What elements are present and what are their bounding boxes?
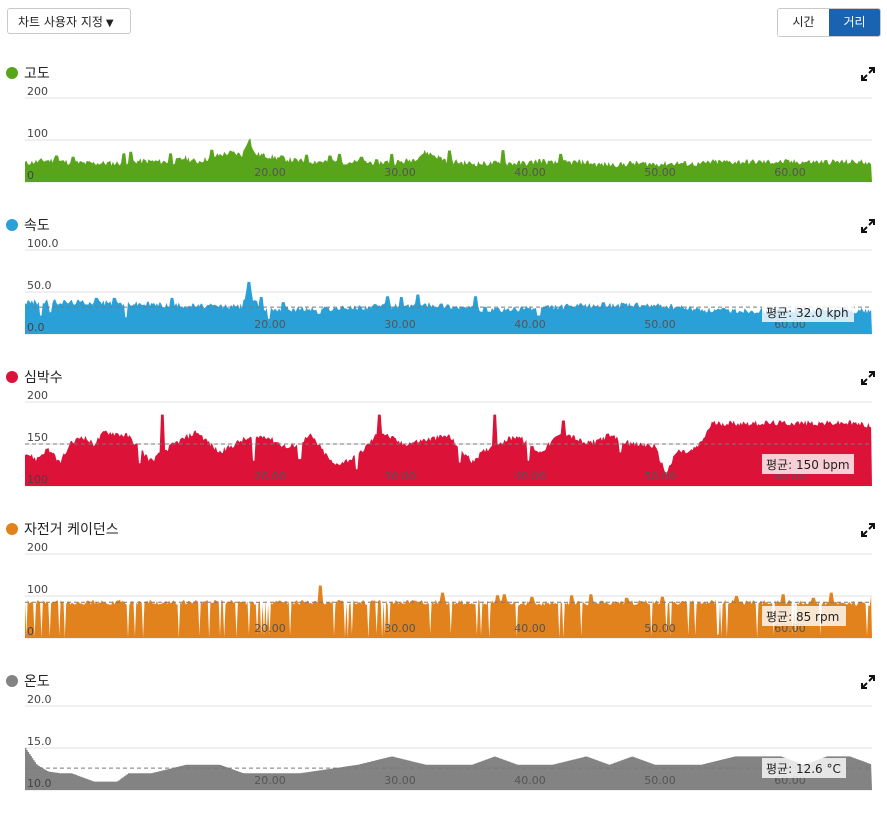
y-tick-label: 10.0 — [27, 777, 52, 790]
heartrate-area-series — [25, 414, 872, 486]
average-value: 평균: 150 bpm — [766, 458, 850, 472]
caret-down-icon: ▼ — [105, 18, 114, 29]
x-tick-label: 20.00 — [254, 774, 286, 787]
legend-dot-icon — [6, 371, 18, 383]
chart-title: 고도 — [6, 62, 50, 84]
x-tick-label: 20.00 — [254, 318, 286, 331]
y-tick-label: 100 — [27, 473, 48, 486]
average-label: 평균: 85 rpm — [762, 606, 846, 626]
y-tick-label: 100.0 — [27, 237, 59, 250]
chart-toolbar: 차트 사용자 지정 ▼ 시간 거리 — [0, 0, 887, 44]
x-tick-label: 50.00 — [644, 774, 676, 787]
x-tick-label: 60.00 — [774, 166, 806, 179]
x-tick-label: 40.00 — [514, 622, 546, 635]
chart-title-label: 속도 — [24, 218, 50, 234]
temperature-area-series — [25, 748, 872, 790]
y-tick-label: 0 — [27, 625, 34, 638]
x-tick-label: 50.00 — [644, 166, 676, 179]
expand-icon[interactable] — [861, 66, 875, 81]
average-value: 평균: 85 rpm — [766, 610, 839, 624]
y-tick-label: 100 — [27, 583, 48, 596]
x-tick-label: 50.00 — [644, 470, 676, 483]
customize-chart-label: 차트 사용자 지정 — [18, 15, 103, 29]
legend-dot-icon — [6, 523, 18, 535]
chart-title: 속도 — [6, 214, 50, 236]
speed-area-series — [25, 281, 872, 334]
elevation-area-series — [25, 138, 872, 182]
chart-panel-speed: 100.0 50.0 0.0 20.00 30.00 40.00 50.00 60.00 평균:… — [0, 214, 887, 366]
x-tick-label: 30.00 — [384, 622, 416, 635]
speed-chart[interactable]: 100.050.00.0 20.00 30.00 40.00 50.00 60.00평균:… — [0, 214, 887, 366]
expand-icon[interactable] — [861, 218, 875, 233]
chart-panel-temperature: 20.0 15.0 10.0 20.00 30.00 40.00 50.00 60.00 평균:… — [0, 670, 887, 822]
chart-title: 온도 — [6, 670, 50, 692]
chart-title-label: 자전거 케이던스 — [24, 522, 119, 538]
chart-title-label: 심박수 — [24, 370, 63, 386]
chart-panel-heartrate: 200 150 100 20.00 30.00 40.00 50.00 60.00 평균: 15… — [0, 366, 887, 518]
x-axis-toggle: 시간 거리 — [777, 8, 881, 37]
x-tick-label: 20.00 — [254, 470, 286, 483]
legend-dot-icon — [6, 219, 18, 231]
legend-dot-icon — [6, 675, 18, 687]
toggle-distance-button[interactable]: 거리 — [829, 9, 880, 36]
legend-dot-icon — [6, 67, 18, 79]
y-tick-label: 20.0 — [27, 693, 52, 706]
average-label: 평균: 12.6 °C — [762, 758, 846, 778]
chart-title: 심박수 — [6, 366, 63, 388]
elevation-chart[interactable]: 200 100 0 20.00 30.00 40.00 50.00 60.00 — [0, 62, 887, 214]
average-value: 평균: 32.0 kph — [766, 306, 849, 320]
expand-icon[interactable] — [861, 674, 875, 689]
chart-title: 자전거 케이던스 — [6, 518, 119, 540]
x-tick-label: 50.00 — [644, 622, 676, 635]
chart-panel-cadence: 200 100 0 20.00 30.00 40.00 50.00 60.00 평균: 85 r… — [0, 518, 887, 670]
chart-title-label: 온도 — [24, 674, 50, 690]
expand-icon[interactable] — [861, 522, 875, 537]
y-tick-label: 15.0 — [27, 735, 52, 748]
x-tick-label: 20.00 — [254, 622, 286, 635]
y-tick-label: 0.0 — [27, 321, 45, 334]
x-tick-label: 30.00 — [384, 166, 416, 179]
average-label: 평균: 150 bpm — [762, 454, 854, 474]
customize-chart-dropdown[interactable]: 차트 사용자 지정 ▼ — [7, 8, 131, 34]
cadence-area-series — [25, 585, 872, 638]
y-tick-label: 50.0 — [27, 279, 52, 292]
chart-panel-elevation: 200 100 0 20.00 30.00 40.00 50.00 60.00 고도 — [0, 62, 887, 214]
x-tick-label: 30.00 — [384, 470, 416, 483]
x-tick-label: 30.00 — [384, 318, 416, 331]
y-tick-label: 200 — [27, 389, 48, 402]
expand-icon[interactable] — [861, 370, 875, 385]
x-tick-label: 20.00 — [254, 166, 286, 179]
average-label: 평균: 32.0 kph — [762, 302, 854, 322]
y-tick-label: 200 — [27, 541, 48, 554]
y-tick-label: 200 — [27, 85, 48, 98]
x-tick-label: 40.00 — [514, 774, 546, 787]
x-tick-label: 40.00 — [514, 166, 546, 179]
chart-title-label: 고도 — [24, 66, 50, 82]
toggle-time-button[interactable]: 시간 — [778, 9, 829, 36]
x-tick-label: 40.00 — [514, 470, 546, 483]
temperature-chart[interactable]: 20.015.010.0 20.00 30.00 40.00 50.00 60.00평균:… — [0, 670, 887, 822]
x-tick-label: 50.00 — [644, 318, 676, 331]
y-tick-label: 100 — [27, 127, 48, 140]
average-value: 평균: 12.6 °C — [766, 762, 841, 776]
y-tick-label: 150 — [27, 431, 48, 444]
x-tick-label: 30.00 — [384, 774, 416, 787]
y-tick-label: 0 — [27, 169, 34, 182]
x-tick-label: 40.00 — [514, 318, 546, 331]
